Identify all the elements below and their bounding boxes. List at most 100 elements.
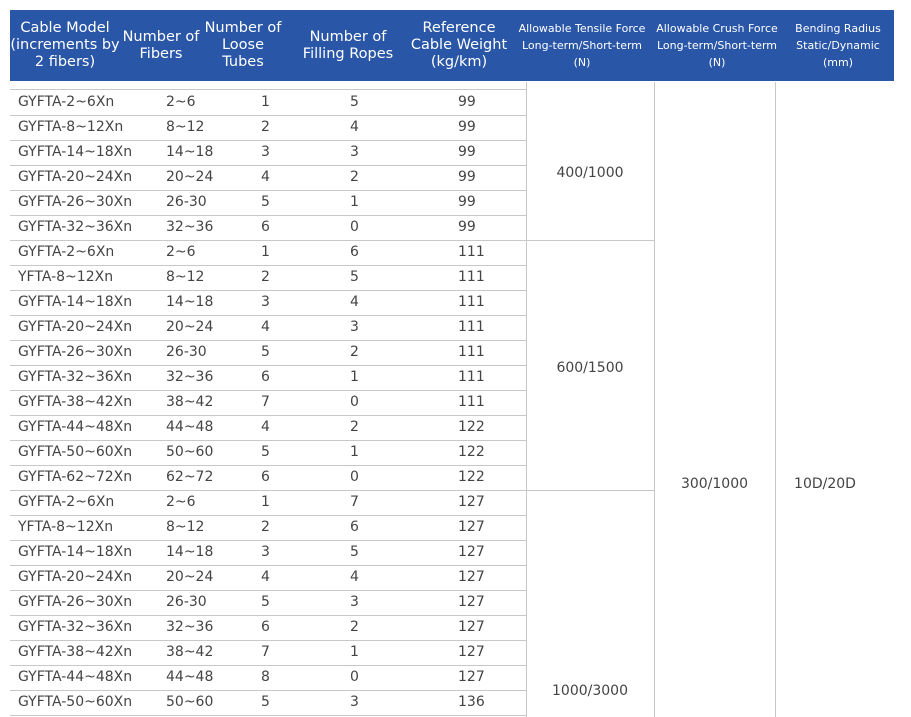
cell-ropes: 6 (350, 519, 359, 535)
cell-fibers: 2~6 (166, 94, 196, 110)
cell-tubes: 5 (261, 694, 270, 710)
cell-fibers: 14~18 (166, 144, 214, 160)
cell-weight: 111 (458, 394, 485, 410)
cell-tubes: 3 (261, 294, 270, 310)
header-cable-model: Cable Model (increments by 2 fibers) (10, 20, 120, 70)
cell-tubes: 5 (261, 444, 270, 460)
cell-weight: 136 (458, 694, 485, 710)
table-row: GYFTA-38~42Xn 38~42 7 1 127 (10, 640, 526, 666)
table-top-border (10, 89, 526, 90)
cell-tubes: 1 (261, 94, 270, 110)
table-row: GYFTA-14~18Xn 14~18 3 5 127 (10, 540, 526, 566)
cell-ropes: 1 (350, 194, 359, 210)
cell-model: GYFTA-2~6Xn (18, 494, 115, 510)
table-header: Cable Model (increments by 2 fibers) Num… (10, 10, 894, 81)
column-divider (654, 82, 655, 717)
cell-fibers: 26-30 (166, 194, 207, 210)
cell-fibers: 20~24 (166, 169, 214, 185)
cell-tubes: 2 (261, 519, 270, 535)
cell-tubes: 1 (261, 494, 270, 510)
cell-model: GYFTA-8~12Xn (18, 119, 124, 135)
cell-ropes: 0 (350, 219, 359, 235)
cell-fibers: 32~36 (166, 619, 214, 635)
table-row: GYFTA-2~6Xn 2~6 1 5 99 (10, 90, 526, 116)
cell-tubes: 6 (261, 219, 270, 235)
cell-tubes: 4 (261, 419, 270, 435)
tensile-force-group-3: 1000/3000 (552, 683, 628, 699)
cell-tubes: 2 (261, 269, 270, 285)
crush-force-value: 300/1000 (680, 476, 749, 492)
tensile-force-group-2: 600/1500 (556, 360, 624, 376)
table-row: GYFTA-2~6Xn 2~6 1 7 127 (10, 490, 526, 516)
table-row: GYFTA-20~24Xn 20~24 4 3 111 (10, 315, 526, 341)
cell-weight: 127 (458, 594, 485, 610)
cell-fibers: 26-30 (166, 594, 207, 610)
cell-model: GYFTA-38~42Xn (18, 644, 133, 660)
table-row: GYFTA-20~24Xn 20~24 4 2 99 (10, 165, 526, 191)
cell-weight: 127 (458, 544, 485, 560)
cell-weight: 127 (458, 669, 485, 685)
cell-ropes: 5 (350, 544, 359, 560)
cell-fibers: 8~12 (166, 119, 205, 135)
header-number-of-filling-ropes: Number of Filling Ropes (302, 28, 394, 62)
cell-ropes: 4 (350, 119, 359, 135)
cell-weight: 122 (458, 444, 485, 460)
cell-fibers: 38~42 (166, 644, 214, 660)
table-row: GYFTA-14~18Xn 14~18 3 3 99 (10, 140, 526, 166)
cell-weight: 99 (458, 94, 476, 110)
cell-tubes: 6 (261, 469, 270, 485)
cell-model: GYFTA-32~36Xn (18, 619, 133, 635)
cell-model: GYFTA-26~30Xn (18, 194, 133, 210)
cell-tubes: 7 (261, 394, 270, 410)
cell-ropes: 4 (350, 569, 359, 585)
cell-model: GYFTA-44~48Xn (18, 669, 133, 685)
cell-fibers: 26-30 (166, 344, 207, 360)
header-bending-radius: Bending Radius Static/Dynamic (mm) (795, 22, 881, 69)
cell-fibers: 50~60 (166, 444, 214, 460)
cell-weight: 122 (458, 419, 485, 435)
table-row: GYFTA-26~30Xn 26-30 5 2 111 (10, 340, 526, 366)
cell-tubes: 4 (261, 569, 270, 585)
cell-ropes: 4 (350, 294, 359, 310)
table-row: GYFTA-26~30Xn 26-30 5 3 127 (10, 590, 526, 616)
cell-fibers: 44~48 (166, 669, 214, 685)
cell-tubes: 6 (261, 619, 270, 635)
cell-tubes: 1 (261, 244, 270, 260)
cell-ropes: 3 (350, 694, 359, 710)
cell-fibers: 14~18 (166, 544, 214, 560)
cell-model: GYFTA-44~48Xn (18, 419, 133, 435)
cell-ropes: 1 (350, 444, 359, 460)
cell-weight: 99 (458, 219, 476, 235)
table-row: GYFTA-32~36Xn 32~36 6 2 127 (10, 615, 526, 641)
table-row: GYFTA-32~36Xn 32~36 6 1 111 (10, 365, 526, 391)
table-row: GYFTA-14~18Xn 14~18 3 4 111 (10, 290, 526, 316)
table-row: GYFTA-8~12Xn 8~12 2 4 99 (10, 115, 526, 141)
cell-fibers: 62~72 (166, 469, 214, 485)
cell-fibers: 32~36 (166, 219, 214, 235)
cell-weight: 127 (458, 569, 485, 585)
header-number-of-fibers: Number of Fibers (122, 28, 200, 62)
cell-model: GYFTA-32~36Xn (18, 369, 133, 385)
cell-tubes: 2 (261, 119, 270, 135)
cell-model: GYFTA-26~30Xn (18, 344, 133, 360)
cell-tubes: 3 (261, 544, 270, 560)
cell-weight: 111 (458, 344, 485, 360)
cell-weight: 111 (458, 269, 485, 285)
cell-model: GYFTA-50~60Xn (18, 444, 133, 460)
cell-ropes: 3 (350, 144, 359, 160)
cell-weight: 99 (458, 144, 476, 160)
table-row: YFTA-8~12Xn 8~12 2 5 111 (10, 265, 526, 291)
cell-weight: 111 (458, 319, 485, 335)
cell-fibers: 8~12 (166, 519, 205, 535)
table-row: GYFTA-44~48Xn 44~48 4 2 122 (10, 415, 526, 441)
cell-weight: 122 (458, 469, 485, 485)
cell-tubes: 5 (261, 594, 270, 610)
cell-fibers: 14~18 (166, 294, 214, 310)
cell-ropes: 5 (350, 269, 359, 285)
cell-weight: 127 (458, 619, 485, 635)
cell-ropes: 2 (350, 419, 359, 435)
cell-weight: 127 (458, 644, 485, 660)
table-row: GYFTA-44~48Xn 44~48 8 0 127 (10, 665, 526, 691)
cell-fibers: 20~24 (166, 319, 214, 335)
